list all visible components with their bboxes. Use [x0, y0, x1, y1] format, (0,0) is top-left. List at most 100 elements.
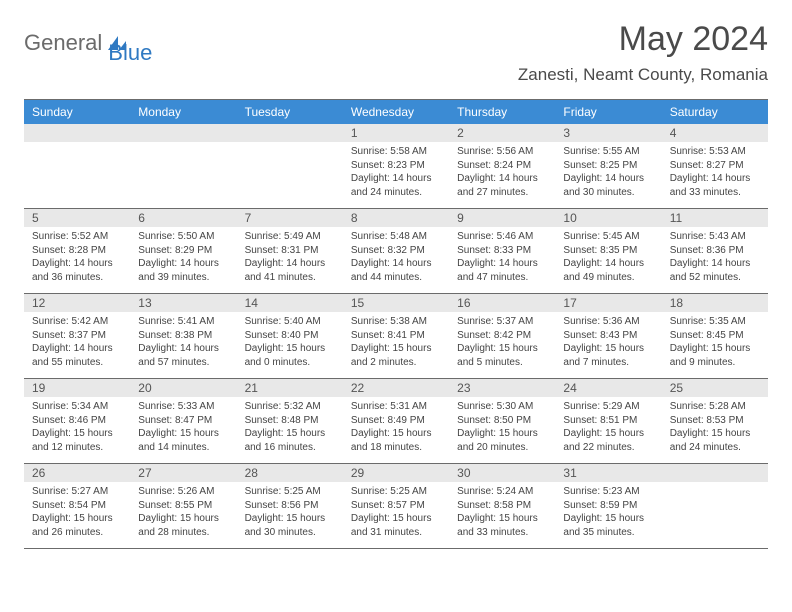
day-number: 3 — [555, 126, 578, 140]
sunset-text: Sunset: 8:54 PM — [32, 499, 122, 513]
daylight-text: Daylight: 15 hours and 35 minutes. — [563, 512, 653, 539]
day-cell: 14Sunrise: 5:40 AMSunset: 8:40 PMDayligh… — [237, 294, 343, 378]
sunset-text: Sunset: 8:48 PM — [245, 414, 335, 428]
sunset-text: Sunset: 8:28 PM — [32, 244, 122, 258]
daylight-text: Daylight: 14 hours and 55 minutes. — [32, 342, 122, 369]
week-row: 26Sunrise: 5:27 AMSunset: 8:54 PMDayligh… — [24, 464, 768, 549]
day-details: Sunrise: 5:53 AMSunset: 8:27 PMDaylight:… — [662, 142, 768, 205]
day-number-band: 30 — [449, 464, 555, 482]
day-details — [662, 482, 768, 491]
day-cell: 21 Sunrise: 5:32 AMSunset: 8:48 PMDayligh… — [237, 379, 343, 463]
day-details: Sunrise: 5:40 AMSunset: 8:40 PMDaylight:… — [237, 312, 343, 375]
day-number: 9 — [449, 211, 472, 225]
day-number: 1 — [343, 126, 366, 140]
day-number-band: 2 — [449, 124, 555, 142]
day-details: Sunrise: 5:56 AMSunset: 8:24 PMDaylight:… — [449, 142, 555, 205]
sunrise-text: Sunrise: 5:37 AM — [457, 315, 547, 329]
day-cell: 19Sunrise: 5:34 AMSunset: 8:46 PMDayligh… — [24, 379, 130, 463]
sunset-text: Sunset: 8:41 PM — [351, 329, 441, 343]
day-number-band — [130, 124, 236, 142]
sunrise-text: Sunrise: 5:29 AM — [563, 400, 653, 414]
daylight-text: Daylight: 15 hours and 9 minutes. — [670, 342, 760, 369]
day-number-band: 7 — [237, 209, 343, 227]
daylight-text: Daylight: 14 hours and 52 minutes. — [670, 257, 760, 284]
day-details: Sunrise: 5:32 AMSunset: 8:48 PMDaylight:… — [237, 397, 343, 460]
day-cell: 2Sunrise: 5:56 AMSunset: 8:24 PMDaylight… — [449, 124, 555, 208]
day-number: 4 — [662, 126, 685, 140]
day-cell: 4 Sunrise: 5:53 AMSunset: 8:27 PMDaylight… — [662, 124, 768, 208]
sunset-text: Sunset: 8:50 PM — [457, 414, 547, 428]
day-number: 20 — [130, 381, 159, 395]
day-number-band: 15 — [343, 294, 449, 312]
sunset-text: Sunset: 8:25 PM — [563, 159, 653, 173]
weekday-header: Sunday — [24, 100, 130, 124]
sunset-text: Sunset: 8:47 PM — [138, 414, 228, 428]
sunset-text: Sunset: 8:58 PM — [457, 499, 547, 513]
week-row: 5Sunrise: 5:52 AMSunset: 8:28 PMDaylight… — [24, 209, 768, 294]
sunset-text: Sunset: 8:27 PM — [670, 159, 760, 173]
sunset-text: Sunset: 8:55 PM — [138, 499, 228, 513]
sunset-text: Sunset: 8:33 PM — [457, 244, 547, 258]
daylight-text: Daylight: 15 hours and 30 minutes. — [245, 512, 335, 539]
day-number-band: 22 — [343, 379, 449, 397]
daylight-text: Daylight: 15 hours and 31 minutes. — [351, 512, 441, 539]
sunrise-text: Sunrise: 5:46 AM — [457, 230, 547, 244]
daylight-text: Daylight: 14 hours and 27 minutes. — [457, 172, 547, 199]
sunrise-text: Sunrise: 5:23 AM — [563, 485, 653, 499]
day-details: Sunrise: 5:36 AMSunset: 8:43 PMDaylight:… — [555, 312, 661, 375]
day-number-band: 9 — [449, 209, 555, 227]
day-number-band: 1 — [343, 124, 449, 142]
sunrise-text: Sunrise: 5:50 AM — [138, 230, 228, 244]
sunrise-text: Sunrise: 5:56 AM — [457, 145, 547, 159]
day-details: Sunrise: 5:27 AMSunset: 8:54 PMDaylight:… — [24, 482, 130, 545]
daylight-text: Daylight: 15 hours and 5 minutes. — [457, 342, 547, 369]
daylight-text: Daylight: 14 hours and 47 minutes. — [457, 257, 547, 284]
day-cell: 10Sunrise: 5:45 AMSunset: 8:35 PMDayligh… — [555, 209, 661, 293]
day-cell: 8Sunrise: 5:48 AMSunset: 8:32 PMDaylight… — [343, 209, 449, 293]
sunrise-text: Sunrise: 5:36 AM — [563, 315, 653, 329]
daylight-text: Daylight: 15 hours and 12 minutes. — [32, 427, 122, 454]
day-details: Sunrise: 5:28 AMSunset: 8:53 PMDaylight:… — [662, 397, 768, 460]
sunset-text: Sunset: 8:49 PM — [351, 414, 441, 428]
day-details: Sunrise: 5:33 AMSunset: 8:47 PMDaylight:… — [130, 397, 236, 460]
day-number-band: 5 — [24, 209, 130, 227]
daylight-text: Daylight: 14 hours and 39 minutes. — [138, 257, 228, 284]
location-label: Zanesti, Neamt County, Romania — [518, 65, 768, 85]
sunset-text: Sunset: 8:36 PM — [670, 244, 760, 258]
day-number: 28 — [237, 466, 266, 480]
sunset-text: Sunset: 8:51 PM — [563, 414, 653, 428]
sunset-text: Sunset: 8:45 PM — [670, 329, 760, 343]
day-number-band: 8 — [343, 209, 449, 227]
day-number-band: 24 — [555, 379, 661, 397]
sunrise-text: Sunrise: 5:55 AM — [563, 145, 653, 159]
day-details — [130, 142, 236, 151]
day-details: Sunrise: 5:37 AMSunset: 8:42 PMDaylight:… — [449, 312, 555, 375]
daylight-text: Daylight: 14 hours and 36 minutes. — [32, 257, 122, 284]
sunrise-text: Sunrise: 5:35 AM — [670, 315, 760, 329]
daylight-text: Daylight: 14 hours and 30 minutes. — [563, 172, 653, 199]
sunrise-text: Sunrise: 5:26 AM — [138, 485, 228, 499]
day-cell: 30Sunrise: 5:24 AMSunset: 8:58 PMDayligh… — [449, 464, 555, 548]
sunset-text: Sunset: 8:38 PM — [138, 329, 228, 343]
daylight-text: Daylight: 15 hours and 7 minutes. — [563, 342, 653, 369]
day-details — [24, 142, 130, 151]
day-details: Sunrise: 5:35 AMSunset: 8:45 PMDaylight:… — [662, 312, 768, 375]
day-cell: 13Sunrise: 5:41 AMSunset: 8:38 PMDayligh… — [130, 294, 236, 378]
day-details: Sunrise: 5:24 AMSunset: 8:58 PMDaylight:… — [449, 482, 555, 545]
sunset-text: Sunset: 8:57 PM — [351, 499, 441, 513]
day-number: 21 — [237, 381, 266, 395]
sunrise-text: Sunrise: 5:25 AM — [245, 485, 335, 499]
daylight-text: Daylight: 14 hours and 49 minutes. — [563, 257, 653, 284]
day-cell: 6Sunrise: 5:50 AMSunset: 8:29 PMDaylight… — [130, 209, 236, 293]
daylight-text: Daylight: 15 hours and 0 minutes. — [245, 342, 335, 369]
sunset-text: Sunset: 8:56 PM — [245, 499, 335, 513]
day-details: Sunrise: 5:50 AMSunset: 8:29 PMDaylight:… — [130, 227, 236, 290]
page-header: General Blue May 2024 Zanesti, Neamt Cou… — [24, 20, 768, 85]
day-number-band: 3 — [555, 124, 661, 142]
sunrise-text: Sunrise: 5:41 AM — [138, 315, 228, 329]
day-cell: 18Sunrise: 5:35 AMSunset: 8:45 PMDayligh… — [662, 294, 768, 378]
day-number-band: 25 — [662, 379, 768, 397]
day-number-band: 4 — [662, 124, 768, 142]
week-row: 1Sunrise: 5:58 AMSunset: 8:23 PMDaylight… — [24, 124, 768, 209]
sunrise-text: Sunrise: 5:58 AM — [351, 145, 441, 159]
